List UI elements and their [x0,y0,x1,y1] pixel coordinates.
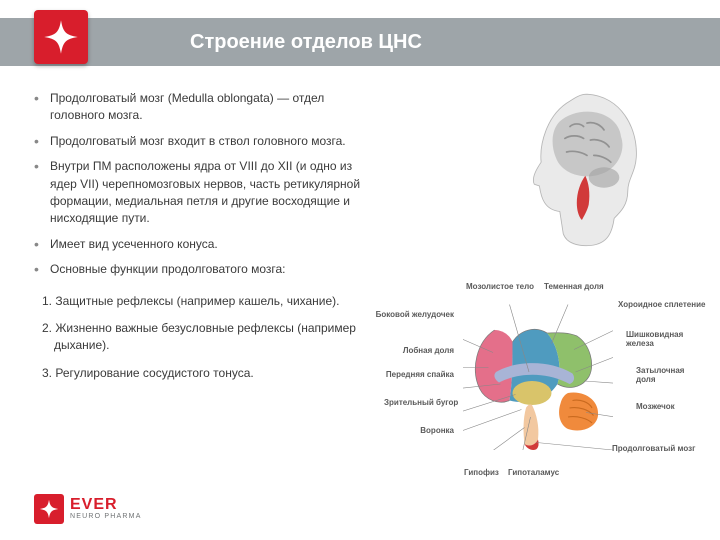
footer-text: EVER NEURO PHARMA [70,497,142,521]
list-item: 2. Жизненно важные безусловные рефлексы … [42,320,374,355]
text-content: Продолговатый мозг (Medulla oblongata) —… [34,90,374,392]
figure-head-profile [480,84,660,254]
list-item: Внутри ПМ расположены ядра от VIII до XI… [34,158,374,228]
diagram-label: Теменная доля [544,282,604,291]
footer-logo: EVER NEURO PHARMA [34,494,142,524]
list-item: Имеет вид усеченного конуса. [34,236,374,253]
diagram-label: Гипоталамус [508,468,559,477]
diagram-label: Лобная доля [403,346,454,355]
diagram-label: Хороидное сплетение [618,300,705,309]
diagram-label: Зрительный бугор [384,398,454,407]
star-icon [34,494,64,524]
list-item: Продолговатый мозг (Medulla oblongata) —… [34,90,374,125]
list-item: 3. Регулирование сосудистого тонуса. [42,365,374,382]
list-item: 1. Защитные рефлексы (например кашель, ч… [42,293,374,310]
figure-brain-sagittal: Боковой желудочек Лобная доля Передняя с… [368,270,698,510]
page-title: Строение отделов ЦНС [190,31,422,54]
diagram-label: Затылочная доля [636,366,696,384]
list-item: Продолговатый мозг входит в ствол головн… [34,133,374,150]
diagram-label: Мозолистое тело [466,282,534,291]
diagram-label: Воронка [420,426,454,435]
slide: Строение отделов ЦНС Продолговатый мозг … [0,0,720,540]
brand-logo [34,10,88,64]
star-icon [41,17,81,57]
footer-subbrand: NEURO PHARMA [70,513,142,521]
diagram-label: Гипофиз [464,468,499,477]
list-item: Основные функции продолговатого мозга: [34,261,374,278]
bullet-list: Продолговатый мозг (Medulla oblongata) —… [34,90,374,279]
footer-brand: EVER [70,497,142,513]
diagram-label: Продолговатый мозг [612,444,695,453]
diagram-label: Мозжечок [636,402,675,411]
diagram-label: Передняя спайка [384,370,454,379]
header-band: Строение отделов ЦНС [0,18,720,66]
diagram-label: Шишковидная железа [626,330,696,348]
brain-diagram [463,300,613,450]
diagram-label: Боковой желудочек [374,310,454,319]
numbered-list: 1. Защитные рефлексы (например кашель, ч… [34,293,374,383]
